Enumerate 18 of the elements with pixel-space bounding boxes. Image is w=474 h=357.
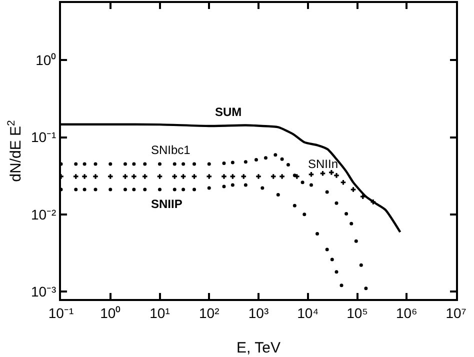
x-tick-label: 10³ — [248, 304, 269, 321]
x-tick-label: 10⁵ — [346, 304, 368, 321]
series-label: SNIbc1 — [151, 143, 191, 157]
x-tick-label: 10⁶ — [396, 304, 418, 321]
x-axis-title: E, TeV — [236, 339, 280, 356]
y-tick-label: 10⁻¹ — [30, 129, 57, 146]
x-tick-label: 10⁴ — [297, 304, 319, 321]
y-tick-label: 10⁻³ — [30, 283, 57, 300]
y-tick-label: 10⁰ — [36, 52, 56, 68]
x-tick-label: 10⁰ — [100, 304, 121, 321]
x-tick-label: 10⁻¹ — [48, 304, 74, 321]
y-tick-label: 10⁻² — [30, 206, 57, 222]
series-label: SNIIn — [308, 157, 338, 171]
x-tick-label: 10¹ — [150, 304, 170, 321]
x-tick-label: 10² — [199, 304, 220, 321]
series-label: SUM — [215, 105, 242, 119]
x-tick-label: 10⁷ — [446, 304, 466, 321]
series-label: SNIIP — [151, 197, 182, 211]
